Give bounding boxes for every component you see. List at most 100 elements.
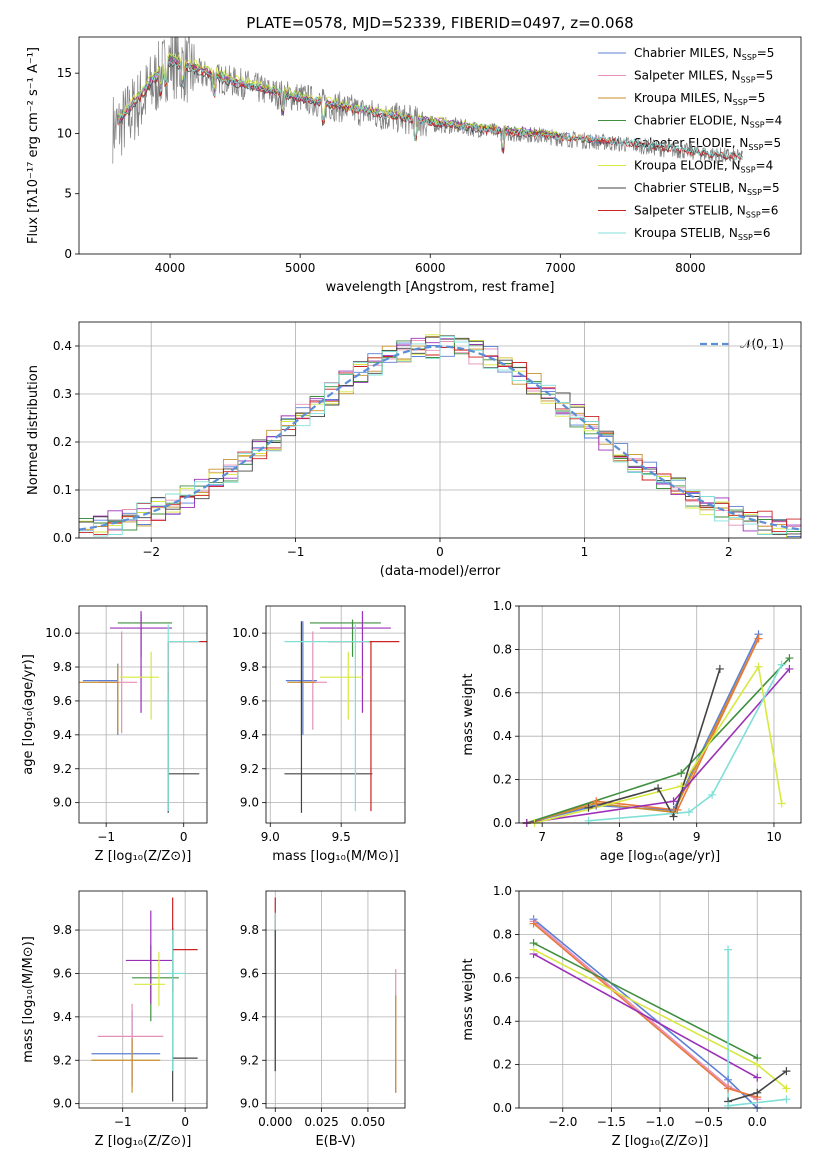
x-axis-label: Z [log₁₀(Z/Z⊙)] (612, 1134, 709, 1149)
legend-label: Chabrier STELIB, NSSP=5 (634, 181, 780, 197)
x-axis-label: (data-model)/error (380, 564, 501, 579)
data-point (654, 784, 663, 793)
data-point (754, 634, 763, 643)
panel-residual-hist: −2 −1 0 1 2 0.0 0.1 0.2 0.3 0.4 (data-model)/error… (26, 321, 802, 579)
x-tick-label: −2 (142, 545, 160, 559)
y-tick-label: 9.2 (240, 762, 259, 776)
data-point (677, 782, 686, 791)
panel-mass-vs-Z: −1 0 9.0 9.2 9.4 9.6 9.8 Z [log₁₀(Z/Z⊙)] mass [l… (21, 890, 208, 1149)
y-axis-label: Normed distribution (26, 365, 41, 495)
x-tick-label: 7 (538, 830, 546, 844)
x-tick-label: 10 (766, 830, 781, 844)
y-tick-label: 1.0 (493, 599, 512, 613)
x-tick-label: 0.050 (351, 1115, 385, 1129)
x-tick-label: 0.025 (304, 1115, 338, 1129)
data-point (724, 1084, 733, 1093)
y-tick-label: 9.0 (53, 1097, 72, 1111)
y-tick-label: 9.2 (240, 1053, 259, 1067)
y-tick-label: 0.4 (53, 339, 72, 353)
chart-title: PLATE=0578, MJD=52339, FIBERID=0497, z=0… (246, 14, 633, 32)
x-axis-label: Z [log₁₀(Z/Z⊙)] (95, 849, 192, 864)
plot-area (266, 891, 405, 1108)
weight-line (526, 668, 791, 823)
y-tick-label: 9.0 (53, 796, 72, 810)
x-tick-label: 7000 (545, 261, 576, 275)
plot-area (79, 322, 801, 538)
y-tick-label: 9.6 (240, 966, 259, 980)
x-axis-label: mass [log₁₀(M/M⊙)] (272, 849, 399, 864)
legend: 𝒩(0, 1) (700, 337, 784, 351)
y-tick-label: 9.4 (53, 728, 72, 742)
y-tick-label: 0.2 (493, 1058, 512, 1072)
weight-line (526, 657, 790, 823)
plot-area (112, 37, 743, 165)
y-tick-label: 9.4 (53, 1010, 72, 1024)
y-tick-label: 9.4 (240, 728, 259, 742)
data-point (785, 664, 794, 673)
x-tick-label: 2 (725, 545, 733, 559)
panel-mass-vs-EBV: 0.000 0.025 0.050 9.0 9.2 9.4 9.6 9.8 E(B-V) (240, 890, 406, 1149)
x-tick-label: 9.5 (332, 830, 351, 844)
axes-frame (78, 321, 802, 539)
x-tick-label: −1 (287, 545, 305, 559)
data-point (777, 660, 786, 669)
x-tick-label: −1 (114, 1115, 132, 1129)
x-tick-label: 8000 (675, 261, 706, 275)
x-tick-label: −2.0 (548, 1115, 577, 1129)
x-axis-label: age [log₁₀(age/yr)] (600, 849, 721, 864)
x-tick-label: 6000 (415, 261, 446, 275)
x-tick-label: 0 (180, 830, 188, 844)
legend-label: Salpeter MILES, NSSP=5 (634, 69, 773, 85)
x-tick-label: 0.0 (748, 1115, 767, 1129)
model-line (117, 61, 743, 161)
y-tick-label: 0.8 (493, 642, 512, 656)
y-axis-label: age [log₁₀(age/yr)] (21, 654, 36, 775)
axes-frame (78, 36, 802, 255)
y-tick-label: 9.0 (240, 1097, 259, 1111)
legend: Chabrier MILES, NSSP=5 Salpeter MILES, NS… (598, 46, 782, 242)
legend-label: Salpeter STELIB, NSSP=6 (634, 204, 778, 220)
x-tick-label: −1.0 (645, 1115, 674, 1129)
y-tick-label: 9.0 (240, 796, 259, 810)
y-tick-label: 9.6 (53, 966, 72, 980)
y-tick-label: 0.0 (493, 1101, 512, 1115)
data-point (584, 803, 593, 812)
x-tick-label: 9.0 (261, 830, 280, 844)
panel-age-vs-mass: 9.0 9.5 9.0 9.2 9.4 9.6 9.8 10.0 mass [log₁₀(M/M… (232, 605, 406, 864)
data-point (782, 1095, 791, 1104)
legend-label: Kroupa ELODIE, NSSP=4 (634, 159, 773, 175)
x-tick-label: 0 (181, 1115, 189, 1129)
data-point (584, 816, 593, 825)
y-tick-label: 1.0 (493, 884, 512, 898)
y-tick-label: 9.4 (240, 1010, 259, 1024)
y-tick-label: 0.8 (493, 927, 512, 941)
x-axis-label: E(B-V) (315, 1134, 355, 1149)
y-tick-label: 9.2 (53, 762, 72, 776)
plot-area (79, 606, 207, 823)
y-axis-label: Flux [fλ10⁻¹⁷ erg cm⁻² s⁻¹ A⁻¹] (26, 47, 41, 244)
y-tick-label: 0 (64, 247, 72, 261)
x-tick-label: 4000 (155, 261, 186, 275)
y-axis-label: mass weight (461, 673, 476, 755)
legend-label: 𝒩(0, 1) (740, 337, 784, 351)
y-tick-label: 9.8 (53, 923, 72, 937)
data-point (753, 1073, 762, 1082)
panel-mass-weight-vs-Z: −2.0 −1.5 −1.0 −0.5 0.0 0.0 0.2 0.4 0.6 0.8 1.0 Z [… (461, 884, 802, 1149)
axes-frame (518, 605, 802, 824)
x-tick-label: 0.000 (258, 1115, 292, 1129)
data-point (753, 1060, 762, 1069)
x-axis-label: wavelength [Angstrom, rest frame] (326, 280, 555, 295)
data-point (724, 945, 733, 954)
data-point (673, 805, 682, 814)
axes-frame (265, 890, 406, 1109)
y-tick-label: 0.0 (53, 531, 72, 545)
plot-area (519, 606, 801, 823)
y-tick-label: 5 (64, 187, 72, 201)
data-point (785, 654, 794, 663)
data-point (782, 1084, 791, 1093)
y-axis-label: mass [log₁₀(M/M⊙)] (21, 936, 36, 1063)
x-tick-label: 9 (693, 830, 701, 844)
legend-label: Chabrier MILES, NSSP=5 (634, 46, 774, 62)
weight-line (588, 664, 783, 822)
